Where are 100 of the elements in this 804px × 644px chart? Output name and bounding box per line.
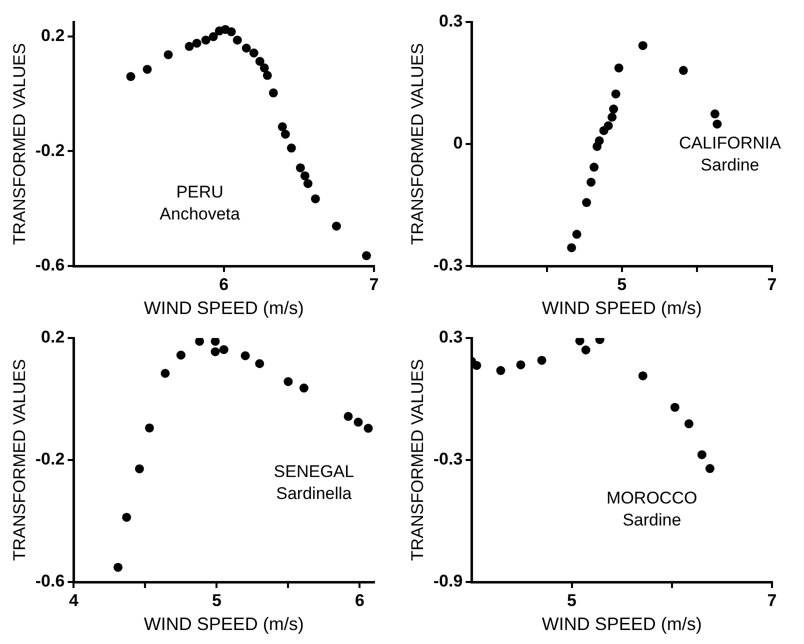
point [284, 377, 293, 386]
annotation: CALIFORNIA [678, 134, 782, 153]
y-tick-label: 0 [453, 134, 463, 153]
point [608, 112, 617, 122]
x-tick-label: 7 [369, 274, 379, 294]
x-tick-label: 7 [767, 590, 777, 610]
y-axis-title: TRANSFORMED VALUES [408, 359, 427, 561]
point [242, 44, 251, 53]
point [249, 48, 258, 58]
x-tick-label: 4 [68, 590, 79, 610]
x-tick-label: 6 [219, 274, 229, 294]
point [296, 163, 305, 172]
point [332, 222, 341, 231]
point [262, 70, 272, 80]
point [176, 350, 186, 360]
point [232, 36, 242, 45]
point [201, 36, 210, 45]
point [614, 63, 624, 72]
point [705, 464, 714, 474]
x-tick-label: 7 [767, 274, 777, 294]
point [160, 368, 170, 378]
point [582, 198, 592, 208]
y-tick-label: -0.2 [35, 140, 65, 160]
point [496, 366, 506, 376]
point [299, 384, 308, 393]
point [164, 50, 173, 60]
x-axis-title: WIND SPEED (m/s) [144, 298, 304, 318]
annotation: SENEGAL [274, 462, 354, 481]
annotation: MOROCCO [606, 488, 698, 508]
point [144, 423, 154, 432]
point [697, 450, 706, 460]
point [134, 464, 144, 474]
x-axis-title: WIND SPEED (m/s) [542, 614, 702, 634]
y-tick-label: 0.3 [439, 328, 463, 347]
point [280, 130, 290, 139]
point [114, 562, 123, 572]
point [208, 32, 218, 42]
annotation: Anchoveta [160, 204, 241, 224]
point [122, 512, 132, 522]
point [344, 412, 353, 421]
point [472, 360, 482, 370]
point [678, 66, 688, 75]
annotation: Sardine [622, 510, 682, 530]
point [611, 89, 620, 98]
point [210, 347, 220, 356]
point [268, 88, 278, 98]
y-tick-label: 0.2 [41, 26, 65, 46]
point [592, 142, 602, 151]
point [192, 38, 202, 48]
point [567, 243, 576, 252]
point [670, 402, 680, 412]
x-tick-label: 5 [617, 274, 627, 294]
annotation: Sardine [700, 156, 760, 175]
point [142, 64, 152, 74]
point [255, 56, 264, 66]
y-tick-label: 0.2 [41, 328, 65, 347]
point [710, 109, 720, 118]
point [226, 27, 236, 36]
point [310, 194, 320, 204]
point [195, 338, 204, 346]
point [210, 338, 220, 346]
point [684, 419, 694, 428]
point [354, 418, 363, 427]
point [599, 126, 608, 136]
point [184, 42, 194, 51]
annotation: Sardinella [276, 484, 352, 503]
point [575, 338, 584, 346]
point [278, 122, 287, 132]
point [638, 371, 648, 380]
x-tick-label: 5 [567, 590, 577, 610]
y-tick-label: -0.3 [433, 256, 463, 275]
x-axis-title: WIND SPEED (m/s) [144, 614, 304, 634]
point [590, 162, 599, 172]
point [581, 345, 590, 354]
x-axis-title: WIND SPEED (m/s) [542, 298, 702, 318]
point [609, 104, 618, 114]
x-tick-label: 5 [212, 590, 222, 610]
x-tick-label: 6 [354, 590, 364, 610]
point [537, 356, 546, 365]
point [586, 178, 596, 187]
point [362, 251, 371, 260]
point [260, 63, 269, 72]
point [300, 171, 310, 180]
y-tick-label: 0.3 [439, 12, 463, 31]
y-tick-label: -0.6 [35, 256, 65, 275]
y-tick-label: -0.9 [433, 572, 463, 591]
point [572, 230, 582, 239]
point [126, 72, 136, 82]
point [255, 359, 264, 368]
y-tick-label: -0.2 [35, 450, 65, 469]
y-axis-title: TRANSFORMED VALUES [408, 43, 427, 245]
y-tick-label: -0.6 [35, 572, 65, 591]
point [712, 120, 722, 129]
y-tick-label: -0.3 [433, 450, 463, 469]
point [638, 41, 648, 50]
point [219, 345, 228, 354]
y-axis-title: TRANSFORMED VALUES [10, 43, 29, 245]
point [286, 144, 296, 153]
point [303, 179, 312, 188]
point [516, 360, 526, 370]
